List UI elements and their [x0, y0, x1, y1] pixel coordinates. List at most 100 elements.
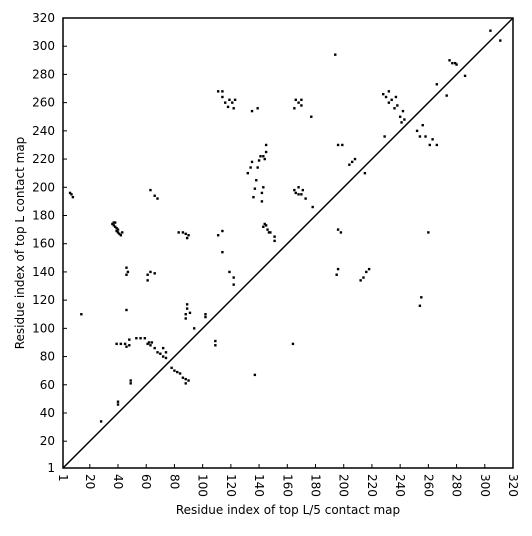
y-tick-label: 280: [32, 67, 55, 81]
contact-point: [260, 200, 264, 203]
contact-point: [260, 191, 264, 195]
contact-point: [159, 352, 162, 355]
contact-point: [71, 195, 75, 199]
contact-point: [161, 355, 165, 358]
x-tick-label: 80: [167, 474, 181, 489]
y-tick-label: 100: [32, 321, 55, 335]
contact-point: [435, 143, 439, 147]
contact-point: [394, 95, 398, 99]
contact-point: [264, 150, 268, 154]
contact-point: [181, 376, 185, 379]
contact-point: [262, 186, 265, 189]
contact-point: [415, 129, 419, 133]
x-tick-label: 140: [252, 474, 266, 497]
contact-point: [448, 59, 451, 62]
contact-point: [184, 232, 187, 236]
contact-point: [129, 379, 132, 382]
contact-point: [367, 267, 371, 271]
contact-point: [181, 231, 185, 234]
contact-point: [348, 163, 351, 166]
x-tick-label: 100: [196, 474, 210, 497]
contact-point: [153, 194, 156, 197]
contact-point: [256, 107, 259, 110]
contact-point: [421, 124, 424, 127]
contact-point: [257, 159, 261, 162]
contact-point: [173, 369, 176, 372]
contact-point: [311, 205, 314, 209]
contact-point: [420, 296, 423, 299]
x-tick-label: 120: [224, 474, 238, 497]
contact-point: [263, 222, 266, 226]
contact-point: [435, 83, 439, 86]
contact-point: [263, 157, 266, 161]
contact-point: [387, 90, 391, 93]
contact-point: [184, 382, 187, 385]
contact-point: [269, 231, 272, 234]
y-tick-label: 1: [47, 461, 55, 475]
contact-point: [99, 420, 103, 423]
contact-point: [363, 171, 367, 175]
contact-point: [231, 101, 234, 104]
contact-point: [119, 234, 123, 237]
contact-point: [143, 337, 147, 340]
contact-point: [293, 188, 296, 192]
contact-point: [365, 270, 368, 274]
contact-point: [156, 197, 159, 200]
contact-point: [115, 229, 118, 233]
contact-point: [262, 225, 265, 228]
contact-point: [294, 98, 297, 102]
contact-point: [382, 92, 385, 96]
y-tick-label: 20: [40, 434, 55, 448]
contact-point: [427, 231, 430, 234]
contact-point: [451, 61, 454, 65]
x-tick-label: 160: [280, 474, 294, 497]
contact-point: [80, 313, 83, 316]
contact-point: [224, 101, 227, 104]
contact-point: [246, 171, 249, 175]
contact-point: [384, 95, 388, 99]
contact-point: [216, 90, 220, 93]
contact-point: [176, 370, 179, 374]
contact-point: [463, 74, 467, 78]
contact-point: [221, 90, 224, 93]
contact-point: [353, 157, 357, 161]
contact-point: [232, 283, 235, 286]
contact-point: [115, 226, 118, 230]
contact-point: [336, 143, 340, 147]
contact-point: [359, 279, 362, 282]
diagonal: [62, 17, 514, 469]
contact-point: [68, 191, 72, 195]
contact-point: [184, 377, 187, 381]
contact-point: [252, 195, 255, 199]
contact-point: [126, 270, 130, 274]
contact-point: [297, 101, 300, 104]
contact-point: [113, 221, 117, 224]
x-tick-label: 60: [139, 474, 153, 489]
y-tick-label: 180: [32, 208, 55, 222]
contact-point: [250, 160, 254, 164]
contact-point: [262, 155, 265, 158]
contact-point: [119, 342, 123, 346]
contact-point: [185, 303, 189, 306]
contact-point: [300, 98, 303, 102]
contact-point: [253, 373, 257, 377]
y-tick-label: 220: [32, 152, 55, 166]
plot-frame: [62, 17, 514, 469]
contact-point: [233, 98, 237, 102]
x-tick-label: 200: [337, 474, 351, 497]
contact-point: [267, 231, 271, 234]
x-tick-label: 180: [309, 474, 323, 497]
contact-point: [445, 94, 448, 97]
contact-point: [403, 118, 406, 121]
contact-point: [125, 308, 128, 312]
contact-point: [135, 337, 138, 340]
contact-point: [156, 351, 159, 354]
contact-point: [192, 327, 196, 330]
contact-point: [266, 228, 269, 231]
contact-point: [150, 341, 154, 344]
contact-point: [396, 104, 399, 107]
contact-point: [297, 186, 300, 189]
contact-point: [128, 344, 131, 347]
contact-point: [499, 39, 502, 42]
contact-point: [428, 143, 431, 147]
